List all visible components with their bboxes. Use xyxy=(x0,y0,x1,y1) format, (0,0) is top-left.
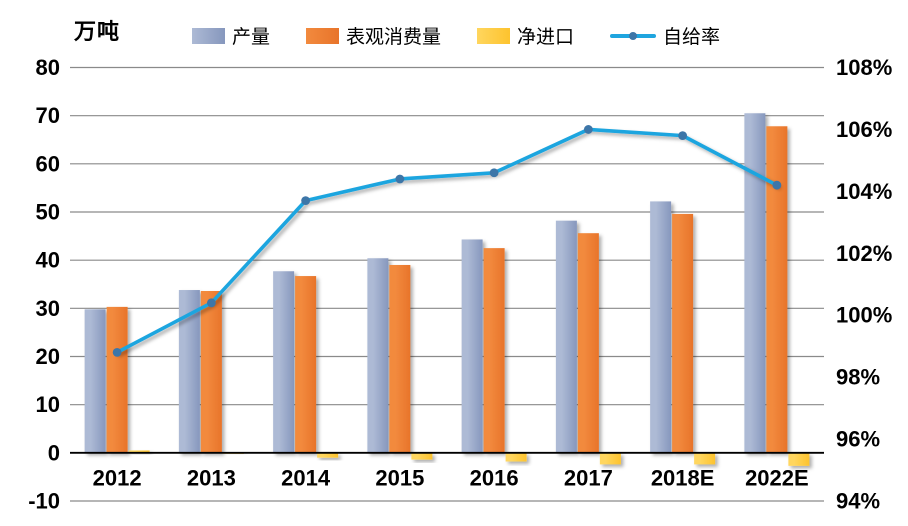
left-axis-tick-label: 20 xyxy=(36,344,60,369)
right-axis-tick-label: 100% xyxy=(836,303,892,328)
marker-self-sufficiency-2012 xyxy=(112,347,122,357)
line-self-sufficiency xyxy=(115,127,779,355)
legend-swatch-production xyxy=(192,27,225,44)
legend-line-sample-self-sufficiency xyxy=(610,28,657,44)
left-axis-tick-label: 0 xyxy=(48,440,60,465)
right-axis-tick-label: 102% xyxy=(836,241,892,266)
bar-production-2014 xyxy=(273,271,295,453)
legend: 产量 表观消费量 净进口 自给率 xyxy=(192,22,720,49)
marker-self-sufficiency-2017 xyxy=(583,125,593,134)
bar-consumption-2018E xyxy=(672,213,694,453)
x-axis-category-label: 2015 xyxy=(375,466,424,491)
bar-production-2012 xyxy=(84,309,106,453)
marker-self-sufficiency-2018E xyxy=(678,131,688,141)
bar-net-import-2017 xyxy=(599,452,621,465)
x-axis-category-label: 2017 xyxy=(564,466,613,491)
right-axis-tick-label: 108% xyxy=(836,55,892,80)
bar-production-2015 xyxy=(367,258,389,453)
marker-self-sufficiency-2016 xyxy=(489,168,499,178)
bar-consumption-2014 xyxy=(295,276,317,453)
bar-consumption-2022E xyxy=(766,126,788,453)
x-axis-category-label: 2016 xyxy=(470,466,519,491)
marker-self-sufficiency-2015 xyxy=(395,174,405,184)
left-axis-tick-label: 10 xyxy=(36,392,60,417)
left-axis-tick-label: 40 xyxy=(36,248,60,273)
legend-label-self-sufficiency: 自给率 xyxy=(663,27,721,48)
left-axis-unit-label: 万吨 xyxy=(74,19,121,44)
left-axis-tick-label: 60 xyxy=(36,151,60,176)
legend-item-self-sufficiency: 自给率 xyxy=(610,22,720,49)
marker-self-sufficiency-2013 xyxy=(206,298,216,308)
x-axis-category-label: 2013 xyxy=(187,466,236,491)
bar-net-import-2016 xyxy=(505,452,527,462)
left-axis-tick-label: -10 xyxy=(28,489,60,514)
bar-production-2018E xyxy=(650,201,672,453)
x-axis-category-label: 2022E xyxy=(745,466,809,491)
bar-net-import-2018E xyxy=(694,452,716,465)
bar-production-2013 xyxy=(178,290,200,453)
x-axis-category-label: 2012 xyxy=(93,466,142,491)
left-axis-tick-label: 30 xyxy=(36,296,60,321)
bar-consumption-2016 xyxy=(483,248,505,453)
legend-swatch-net-import xyxy=(477,27,511,44)
bar-production-2017 xyxy=(555,220,577,453)
legend-label-consumption: 表观消费量 xyxy=(346,27,442,48)
legend-label-net-import: 净进口 xyxy=(517,27,575,48)
legend-swatch-consumption xyxy=(306,27,340,44)
right-axis-tick-label: 96% xyxy=(836,427,880,452)
bar-net-import-2022E xyxy=(788,452,810,466)
marker-self-sufficiency-2022E xyxy=(772,180,782,190)
bar-net-import-2015 xyxy=(411,452,433,460)
legend-item-consumption: 表观消费量 xyxy=(306,22,441,49)
bar-consumption-2013 xyxy=(200,290,222,453)
legend-item-net-import: 净进口 xyxy=(477,22,574,49)
bar-net-import-2012 xyxy=(128,450,150,453)
bar-consumption-2017 xyxy=(577,233,599,453)
left-axis-tick-label: 50 xyxy=(36,200,60,225)
right-axis-tick-label: 104% xyxy=(836,179,892,204)
marker-self-sufficiency-2014 xyxy=(301,196,311,206)
x-axis-category-label: 2014 xyxy=(281,466,331,491)
bar-consumption-2015 xyxy=(389,264,411,453)
right-axis-tick-label: 106% xyxy=(836,117,892,142)
left-axis-tick-label: 70 xyxy=(36,103,60,128)
bar-production-2016 xyxy=(461,239,483,453)
bar-net-import-2014 xyxy=(317,452,339,458)
left-axis-tick-label: 80 xyxy=(36,55,60,80)
bar-production-2022E xyxy=(744,113,766,453)
bar-consumption-2012 xyxy=(106,306,128,453)
x-axis-category-label: 2018E xyxy=(651,466,715,491)
right-axis-tick-label: 94% xyxy=(836,489,880,514)
legend-label-production: 产量 xyxy=(232,27,271,48)
legend-item-production: 产量 xyxy=(192,22,270,49)
right-axis-tick-label: 98% xyxy=(836,365,880,390)
